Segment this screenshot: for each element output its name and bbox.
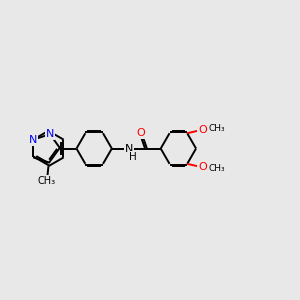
Text: CH₃: CH₃ [208,164,225,173]
Text: O: O [136,128,145,138]
Text: CH₃: CH₃ [38,176,56,186]
Text: N: N [125,143,133,154]
Text: CH₃: CH₃ [208,124,225,133]
Text: N: N [46,129,54,139]
Text: H: H [129,152,137,162]
Text: O: O [198,125,207,135]
Text: N: N [29,135,37,145]
Text: O: O [198,162,207,172]
